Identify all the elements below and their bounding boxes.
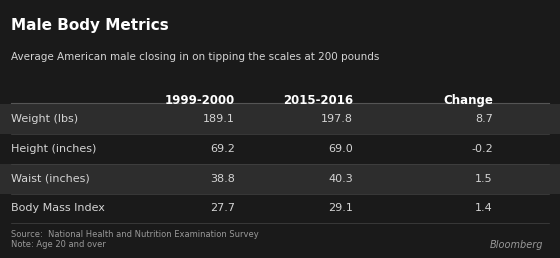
Text: Bloomberg: Bloomberg (489, 240, 543, 250)
Text: 189.1: 189.1 (203, 114, 235, 124)
Text: 1999-2000: 1999-2000 (165, 94, 235, 107)
Text: Height (inches): Height (inches) (11, 144, 96, 154)
Text: 40.3: 40.3 (328, 174, 353, 184)
Text: Waist (inches): Waist (inches) (11, 174, 90, 184)
Text: 29.1: 29.1 (328, 203, 353, 213)
Text: 69.2: 69.2 (211, 144, 235, 154)
Text: 69.0: 69.0 (328, 144, 353, 154)
Text: 38.8: 38.8 (211, 174, 235, 184)
Text: 2015-2016: 2015-2016 (283, 94, 353, 107)
Text: Weight (lbs): Weight (lbs) (11, 114, 78, 124)
Text: Male Body Metrics: Male Body Metrics (11, 18, 169, 33)
Text: 27.7: 27.7 (210, 203, 235, 213)
Text: 197.8: 197.8 (321, 114, 353, 124)
Text: -0.2: -0.2 (471, 144, 493, 154)
Text: 1.4: 1.4 (475, 203, 493, 213)
Text: 1.5: 1.5 (475, 174, 493, 184)
Text: Source:  National Health and Nutrition Examination Survey
Note: Age 20 and over: Source: National Health and Nutrition Ex… (11, 230, 259, 249)
Text: Average American male closing in on tipping the scales at 200 pounds: Average American male closing in on tipp… (11, 52, 380, 62)
Text: Change: Change (443, 94, 493, 107)
Text: 8.7: 8.7 (475, 114, 493, 124)
Text: Body Mass Index: Body Mass Index (11, 203, 105, 213)
